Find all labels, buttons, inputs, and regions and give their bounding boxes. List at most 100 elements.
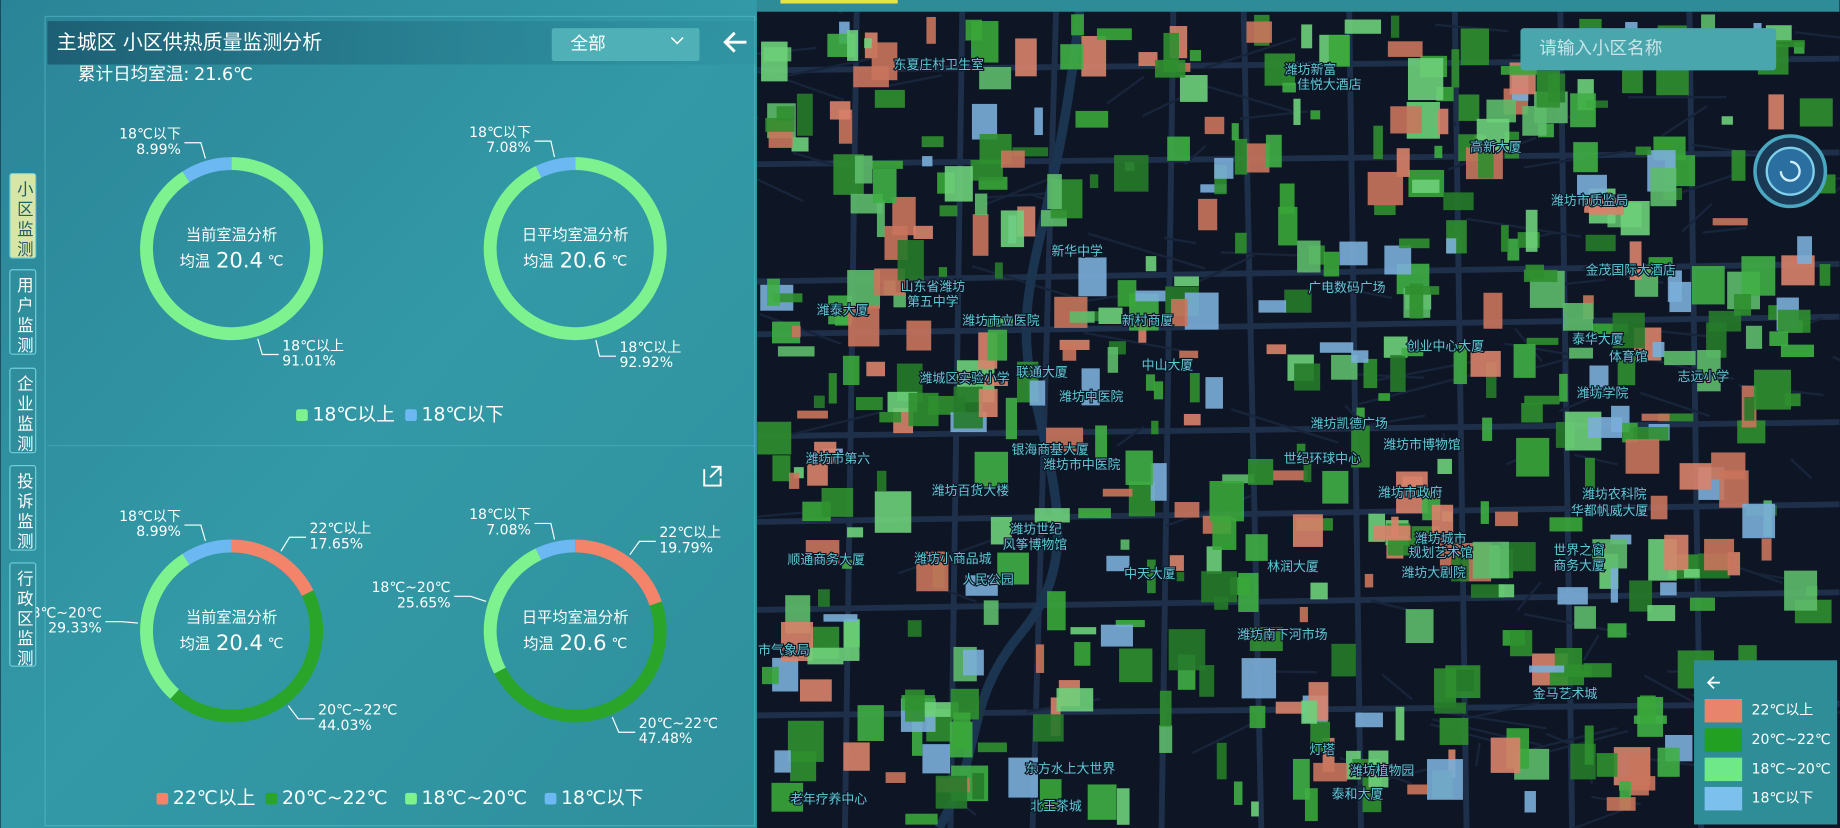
block (1034, 508, 1070, 523)
block (842, 560, 853, 569)
nav-tab[interactable] (9, 269, 37, 355)
block (1319, 342, 1354, 353)
search-placeholder[interactable]: 请输入小区名称 (1539, 39, 1662, 59)
block (842, 355, 860, 386)
block (1200, 184, 1227, 193)
place-label: 新村商厦 (1122, 313, 1174, 329)
compass[interactable] (1753, 134, 1828, 209)
block (1087, 784, 1117, 820)
dropdown-value[interactable]: 全部 (571, 35, 606, 55)
block (1209, 480, 1245, 522)
slice-name: 18℃~20℃ (371, 580, 450, 596)
block (1390, 106, 1422, 134)
street (1116, 425, 1145, 447)
legend-label: 18℃以下 (561, 788, 643, 809)
nav-label[interactable]: 行政区监测 (14, 570, 33, 670)
block (1246, 143, 1270, 173)
block (874, 89, 905, 108)
legend-collapse[interactable] (1706, 676, 1720, 690)
block (1498, 584, 1515, 598)
nav-tab[interactable] (9, 562, 37, 667)
block (1625, 439, 1660, 474)
donut-slice (483, 548, 542, 674)
place-label: 市气象局 (758, 642, 810, 658)
place-label: 潍坊凯德广场 (1311, 417, 1388, 432)
block (1163, 32, 1179, 73)
place-label: 潍坊市中医院 (1043, 457, 1120, 473)
back-arrow[interactable] (723, 31, 747, 53)
nav-tab[interactable] (9, 465, 37, 551)
block (791, 137, 809, 152)
compass-core[interactable] (1765, 146, 1815, 196)
summary-unit: ℃ (233, 65, 253, 85)
block (1591, 323, 1629, 335)
block (1125, 450, 1153, 485)
street (1381, 673, 1413, 701)
block (817, 589, 830, 607)
block (1549, 517, 1583, 532)
label-line (184, 524, 206, 542)
block (839, 21, 850, 44)
block (1667, 270, 1682, 302)
block (1249, 627, 1283, 652)
road (756, 313, 1840, 338)
street (1106, 75, 1145, 105)
dropdown[interactable] (551, 28, 700, 61)
block (923, 702, 959, 717)
block (1741, 256, 1776, 296)
nav-label[interactable]: 小区监测 (14, 181, 33, 261)
legend-swatch (1704, 757, 1743, 782)
legend-swatch (265, 792, 278, 805)
block (1405, 609, 1434, 644)
block (1652, 341, 1665, 358)
block (1664, 534, 1689, 571)
block (1387, 41, 1423, 57)
block (1401, 347, 1424, 357)
block (1114, 155, 1149, 192)
block (1138, 52, 1158, 67)
donut-slice (182, 157, 232, 183)
nav-tab[interactable] (9, 367, 37, 454)
donut-slice (575, 539, 662, 606)
block (1610, 561, 1618, 603)
block (1234, 138, 1248, 175)
street (1660, 105, 1708, 137)
label-line (184, 142, 206, 159)
slice-label: 47.48% (639, 731, 693, 747)
block (1119, 648, 1153, 683)
donut-slice (140, 553, 190, 699)
nav-label[interactable]: 投诉监测 (14, 473, 33, 553)
block (872, 160, 903, 169)
block (1153, 381, 1164, 400)
nav-label[interactable]: 企业监测 (14, 375, 33, 455)
place-label: 潍坊市立医院 (962, 313, 1039, 329)
block (1407, 58, 1444, 101)
nav-tab[interactable] (9, 172, 37, 259)
block (1046, 427, 1084, 452)
block (1176, 572, 1185, 582)
block (922, 744, 951, 774)
slice-label: 7.08% (486, 522, 531, 538)
nav-label[interactable]: 用户监测 (14, 277, 33, 357)
place-label: 顺通商务大厦 (788, 552, 865, 568)
slice-label: 7.08% (486, 140, 531, 156)
block (1212, 517, 1237, 550)
search-box[interactable] (1520, 28, 1777, 71)
label-line (629, 540, 656, 556)
block (1500, 65, 1537, 75)
block (1629, 241, 1642, 281)
block (1438, 108, 1449, 135)
center-unit: ℃ (268, 636, 284, 652)
block (855, 397, 883, 411)
export-icon[interactable] (703, 465, 722, 487)
place-label: 中山大厦 (1142, 358, 1194, 373)
block (1569, 347, 1593, 359)
block (1664, 350, 1696, 366)
place-label: 潍坊市第六 (806, 451, 871, 467)
place-label: 第五中学 (907, 294, 959, 310)
block (777, 346, 815, 357)
block (953, 712, 971, 749)
block (793, 467, 804, 479)
place-label: 潍坊中医院 (1059, 390, 1124, 405)
block (1115, 619, 1145, 628)
